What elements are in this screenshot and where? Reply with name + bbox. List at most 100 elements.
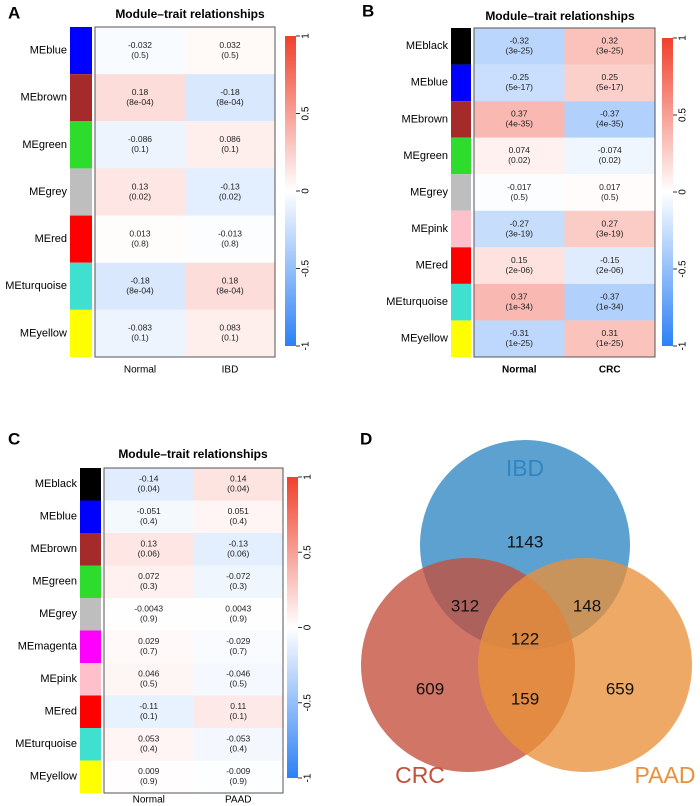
cell-value: -0.009 xyxy=(226,766,250,776)
row-label: MEgrey xyxy=(39,608,77,620)
row-swatch xyxy=(80,565,101,598)
cell-value: -0.31 xyxy=(510,328,530,338)
colorbar xyxy=(662,38,673,346)
cell-value: -0.11 xyxy=(139,701,158,711)
row-swatch xyxy=(451,137,471,175)
heatmap-cell xyxy=(193,760,283,793)
heatmap-cell xyxy=(185,121,275,169)
venn-count: 312 xyxy=(451,596,479,615)
heatmap-cell xyxy=(95,168,185,216)
cell-value: 0.046 xyxy=(138,669,160,679)
cell-value: -0.37 xyxy=(600,291,620,301)
cell-value: 0.37 xyxy=(511,291,528,301)
cell-pvalue: (0.5) xyxy=(511,192,529,202)
chart-title: Module–trait relationships xyxy=(118,447,268,461)
cell-pvalue: (0.4) xyxy=(140,744,158,754)
heatmap-cell xyxy=(104,760,194,793)
row-label: MEturquoise xyxy=(5,280,67,292)
heatmap-cell xyxy=(564,283,655,321)
cell-value: 0.032 xyxy=(219,40,241,50)
heatmap-cell xyxy=(95,74,185,122)
cell-value: 0.31 xyxy=(601,328,618,338)
row-label: MEred xyxy=(416,260,448,272)
heatmap-cell xyxy=(104,663,194,696)
cell-pvalue: (0.8) xyxy=(131,238,149,248)
row-label: MEgrey xyxy=(410,186,448,198)
cell-pvalue: (0.04) xyxy=(227,484,249,494)
cell-value: 0.086 xyxy=(219,134,241,144)
cell-value: 0.053 xyxy=(138,734,160,744)
venn-set-label: CRC xyxy=(395,762,445,788)
cell-value: 0.13 xyxy=(140,539,157,549)
heatmap-cell xyxy=(95,309,185,357)
colorbar-tick-label: 0.5 xyxy=(301,106,312,120)
row-swatch xyxy=(70,121,92,169)
cell-value: -0.032 xyxy=(128,40,152,50)
heatmap-cell xyxy=(95,215,185,263)
heatmap-cell xyxy=(185,74,275,122)
heatmap-cell xyxy=(564,137,655,175)
row-swatch xyxy=(80,630,101,663)
row-swatch xyxy=(80,598,101,631)
cell-value: -0.25 xyxy=(510,72,530,82)
colorbar-tick-label: -1 xyxy=(303,773,314,782)
heatmap-cell xyxy=(104,500,194,533)
colorbar-tick-label: 0 xyxy=(303,624,314,630)
panel-label: A xyxy=(8,3,20,22)
heatmap-cell xyxy=(474,101,565,138)
venn-count: 659 xyxy=(606,679,634,698)
row-label: MEgreen xyxy=(32,576,77,588)
colorbar xyxy=(285,36,296,346)
cell-pvalue: (1e-34) xyxy=(596,301,624,311)
cell-pvalue: (0.06) xyxy=(227,549,249,559)
cell-value: 0.25 xyxy=(601,72,618,82)
cell-pvalue: (0.1) xyxy=(140,711,158,721)
heatmap-border xyxy=(103,467,284,794)
cell-pvalue: (8e-04) xyxy=(126,97,154,107)
row-swatch xyxy=(70,309,92,357)
cell-pvalue: (4e-35) xyxy=(506,119,534,129)
heatmap-border xyxy=(94,26,276,358)
cell-value: -0.072 xyxy=(226,571,250,581)
row-swatch xyxy=(80,695,101,728)
row-swatch xyxy=(70,27,92,75)
heatmap-cell xyxy=(95,121,185,169)
colorbar-tick-label: 1 xyxy=(303,474,314,480)
cell-value: -0.15 xyxy=(600,255,620,265)
heatmap-cell xyxy=(193,468,283,501)
cell-pvalue: (3e-25) xyxy=(596,46,624,56)
cell-value: 0.18 xyxy=(132,87,149,97)
row-label: MEpink xyxy=(411,223,448,235)
cell-pvalue: (0.5) xyxy=(140,679,158,689)
heatmap-cell xyxy=(104,598,194,631)
cell-pvalue: (8e-04) xyxy=(126,286,154,296)
venn-count: 609 xyxy=(416,679,444,698)
heatmap-cell xyxy=(104,695,194,728)
cell-pvalue: (0.02) xyxy=(508,155,530,165)
cell-value: -0.086 xyxy=(128,134,152,144)
heatmap-cell xyxy=(474,283,565,321)
cell-value: -0.051 xyxy=(137,506,161,516)
row-label: MEblue xyxy=(30,44,67,56)
cell-value: 0.072 xyxy=(138,571,160,581)
cell-value: 0.029 xyxy=(138,636,160,646)
panel-label: D xyxy=(360,429,372,448)
row-swatch xyxy=(80,760,101,793)
row-label: MEturquoise xyxy=(386,296,448,308)
heatmap-cell xyxy=(185,309,275,357)
heatmap-cell xyxy=(564,247,655,284)
row-label: MEgrey xyxy=(29,186,67,198)
cell-pvalue: (0.9) xyxy=(230,614,248,624)
cell-value: 0.074 xyxy=(509,145,531,155)
row-swatch xyxy=(451,28,471,65)
cell-value: -0.27 xyxy=(510,218,530,228)
venn-set-label: IBD xyxy=(506,455,544,481)
row-label: MEblue xyxy=(411,77,448,89)
colorbar-tick-label: 1 xyxy=(678,35,689,41)
cell-value: -0.13 xyxy=(220,181,240,191)
row-swatch xyxy=(451,174,471,211)
cell-pvalue: (0.5) xyxy=(221,50,239,60)
cell-pvalue: (0.06) xyxy=(138,549,160,559)
row-label: MEblack xyxy=(35,478,78,490)
